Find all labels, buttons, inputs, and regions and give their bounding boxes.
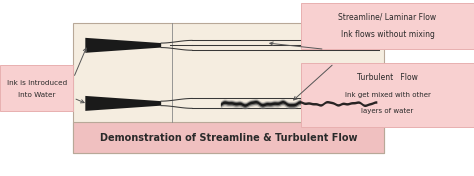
Text: Ink is Introduced: Ink is Introduced bbox=[7, 80, 67, 86]
Text: Turbulent   Flow: Turbulent Flow bbox=[357, 73, 418, 82]
Text: Ink get mixed with other: Ink get mixed with other bbox=[345, 92, 430, 98]
Polygon shape bbox=[85, 96, 161, 111]
Bar bbox=[0, 65, 73, 111]
Text: Demonstration of Streamline & Turbulent Flow: Demonstration of Streamline & Turbulent … bbox=[100, 133, 357, 143]
Text: layers of water: layers of water bbox=[361, 108, 414, 114]
Polygon shape bbox=[85, 38, 161, 53]
Text: Streamline/ Laminar Flow: Streamline/ Laminar Flow bbox=[338, 12, 437, 21]
Bar bbox=[73, 23, 384, 153]
Text: Ink flows without mixing: Ink flows without mixing bbox=[340, 30, 435, 39]
Bar bbox=[301, 3, 474, 49]
Text: Into Water: Into Water bbox=[18, 92, 55, 98]
Bar bbox=[301, 63, 474, 127]
Bar bbox=[73, 122, 384, 153]
